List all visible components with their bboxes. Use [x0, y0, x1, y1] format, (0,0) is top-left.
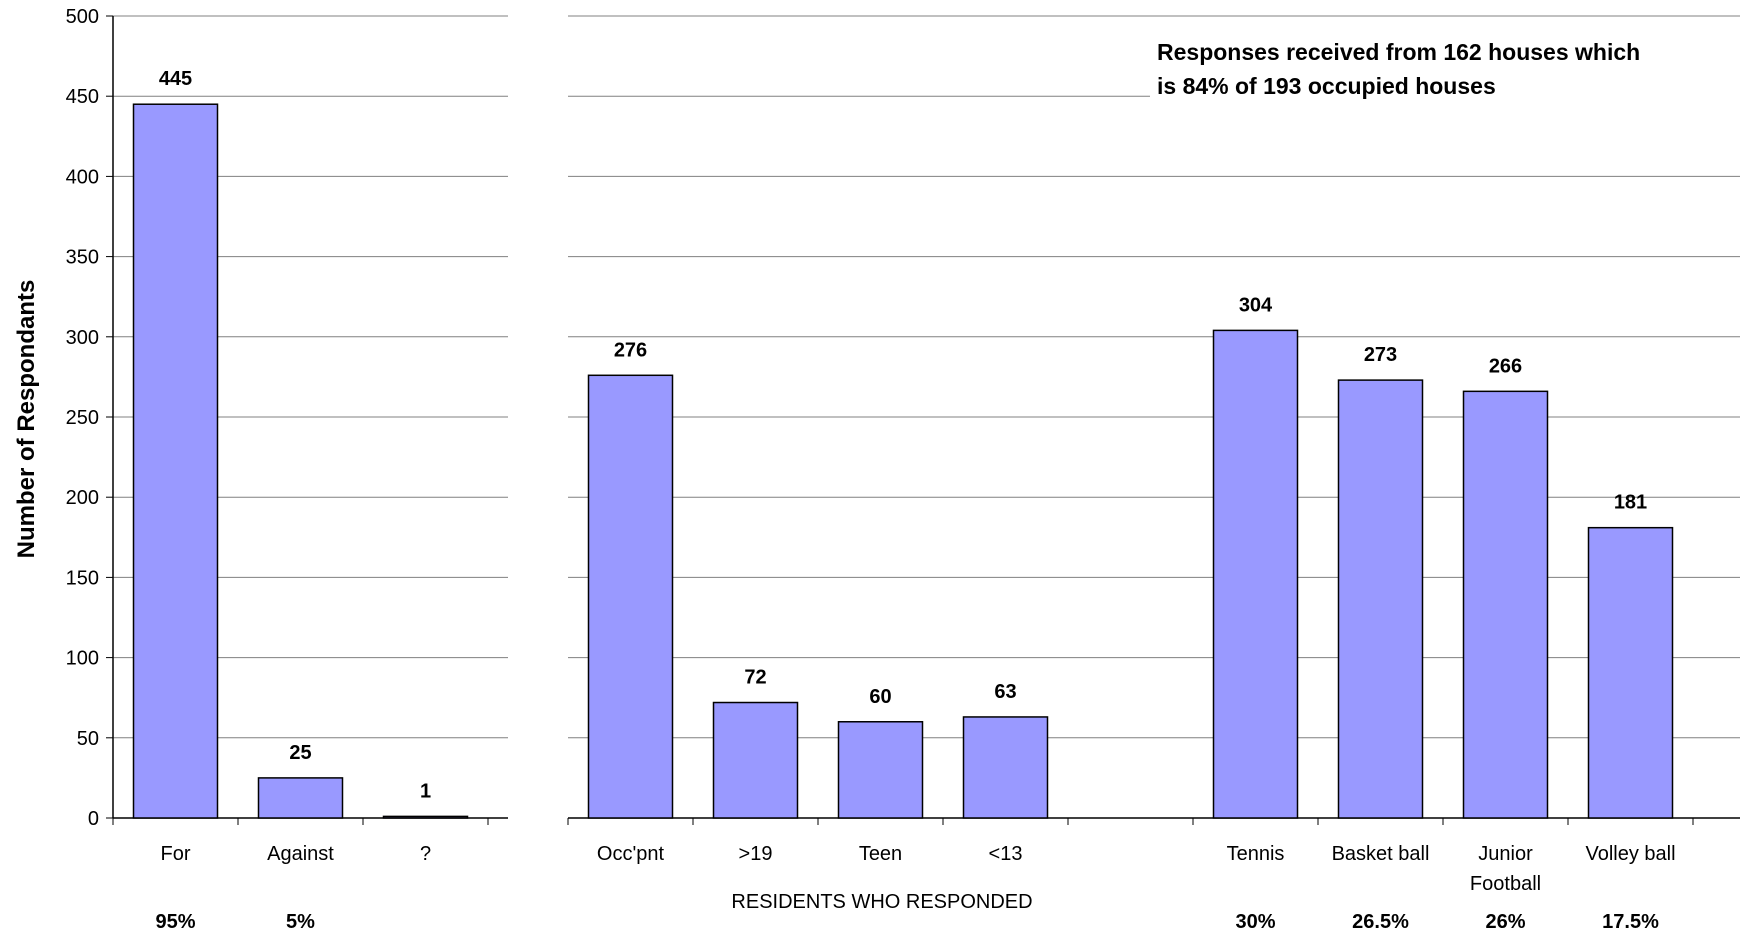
y-tick-label: 150 — [66, 567, 99, 589]
percent-label: 5% — [286, 911, 315, 933]
x-tick-label: >19 — [739, 843, 773, 865]
data-label: 445 — [159, 68, 192, 90]
data-label: 276 — [614, 339, 647, 361]
data-label: 304 — [1239, 294, 1273, 316]
data-label: 273 — [1364, 344, 1397, 366]
labels: 0 50 100 150 200 250 300 350 400 450 500 445 For 95% 2… — [66, 6, 1676, 933]
x-axis-label: RESIDENTS WHO RESPONDED — [731, 891, 1032, 913]
x-tick-label: ? — [420, 843, 431, 865]
percent-label: 30% — [1235, 911, 1275, 933]
bar--13 — [962, 716, 1049, 819]
x-tick-label: For — [161, 843, 191, 865]
x-tick-label: Junior — [1478, 843, 1533, 865]
bars — [132, 103, 1674, 819]
percent-label: 26.5% — [1352, 911, 1409, 933]
x-tick-label: Teen — [859, 843, 902, 865]
x-tick-label: Basket ball — [1332, 843, 1430, 865]
y-tick-label: 100 — [66, 648, 99, 670]
annotation-line-1: Responses received from 162 houses which — [1157, 39, 1640, 65]
bar-- — [382, 815, 469, 819]
bar-for — [132, 103, 219, 819]
percent-label: 17.5% — [1602, 911, 1659, 933]
bar-junior-football — [1462, 390, 1549, 819]
y-tick-label: 300 — [66, 327, 99, 349]
y-tick-label: 50 — [77, 728, 99, 750]
x-tick-label: Volley ball — [1585, 843, 1675, 865]
annotation-line-2: is 84% of 193 occupied houses — [1157, 73, 1496, 99]
bar-tennis — [1212, 329, 1299, 819]
bar-basket-ball — [1337, 379, 1424, 819]
data-label: 63 — [994, 681, 1016, 703]
data-label: 181 — [1614, 492, 1647, 514]
bar-against — [257, 777, 344, 819]
percent-label: 26% — [1485, 911, 1525, 933]
y-tick-label: 400 — [66, 166, 99, 188]
data-label: 72 — [744, 667, 766, 689]
bar--19 — [712, 701, 799, 819]
y-tick-label: 0 — [88, 808, 99, 830]
data-label: 25 — [289, 742, 311, 764]
y-tick-label: 450 — [66, 86, 99, 108]
x-tick-label: <13 — [989, 843, 1023, 865]
data-label: 266 — [1489, 355, 1522, 377]
y-axis-label: Number of Respondants — [13, 280, 40, 559]
y-tick-label: 250 — [66, 407, 99, 429]
x-tick-label: Occ'pnt — [597, 843, 665, 865]
x-tick-label: Tennis — [1227, 843, 1285, 865]
y-tick-label: 500 — [66, 6, 99, 28]
annotation-background — [1150, 28, 1740, 110]
percent-label: 95% — [155, 911, 195, 933]
bar-teen — [837, 721, 924, 819]
x-tick-label: Football — [1470, 873, 1541, 895]
bar-occ-pnt — [587, 374, 674, 819]
data-label: 1 — [420, 780, 431, 802]
x-tick-label: Against — [267, 843, 334, 865]
y-tick-label: 350 — [66, 247, 99, 269]
data-label: 60 — [869, 686, 891, 708]
y-tick-label: 200 — [66, 487, 99, 509]
bar-volley-ball — [1587, 526, 1674, 819]
